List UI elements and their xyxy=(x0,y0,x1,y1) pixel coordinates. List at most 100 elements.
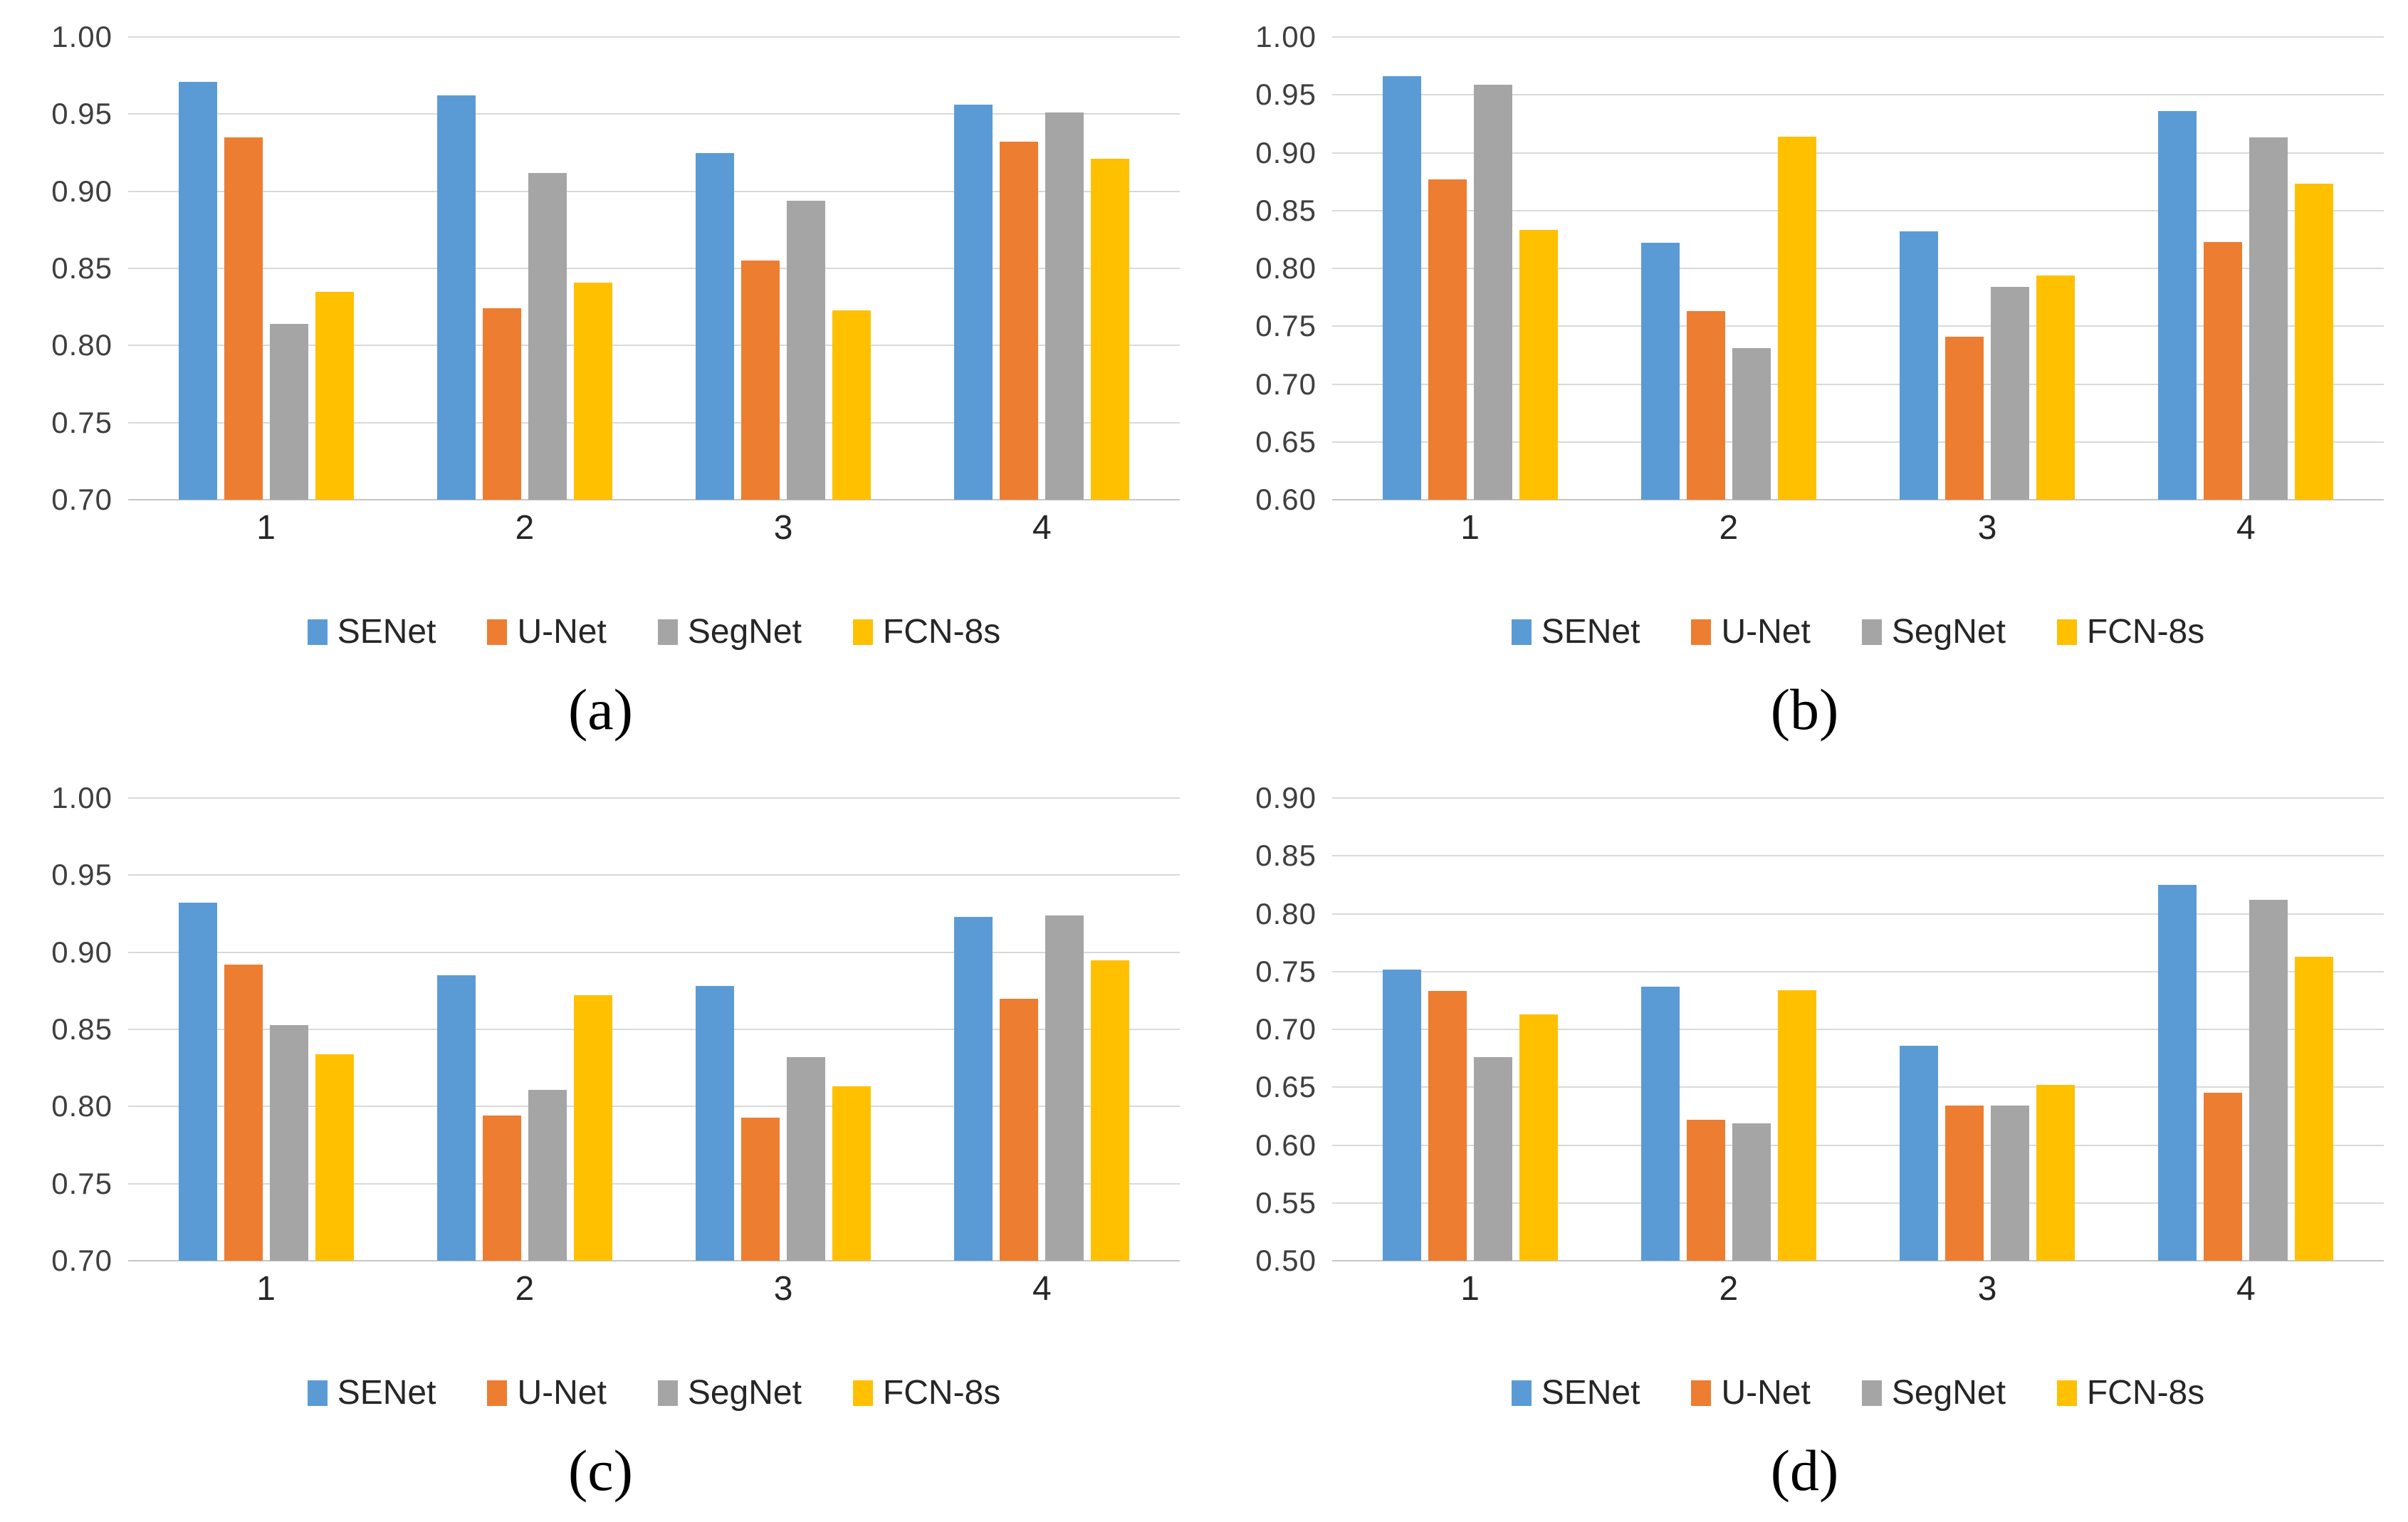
legend-item-senet: SENet xyxy=(307,615,436,649)
gridline xyxy=(128,345,1180,347)
bar-segnet xyxy=(269,1024,308,1261)
legend-label: FCN-8s xyxy=(882,613,1001,651)
bar-fcn-8s xyxy=(2036,1085,2075,1261)
bar-segnet xyxy=(1991,1106,2030,1261)
bar-fcn-8s xyxy=(832,1086,871,1261)
legend-swatch-icon xyxy=(2056,1380,2077,1407)
chart-caption: (d) xyxy=(1770,1437,1839,1503)
y-tick-label: 0.95 xyxy=(51,97,112,131)
bar-group-3 xyxy=(1900,37,2075,500)
y-tick-label: 0.95 xyxy=(51,858,112,892)
bar-segnet xyxy=(269,324,308,500)
legend-label: FCN-8s xyxy=(2086,613,2205,651)
gridline xyxy=(1332,94,2384,96)
gridline xyxy=(1332,268,2384,269)
bars xyxy=(128,37,1180,500)
bar-u-net xyxy=(741,1117,780,1261)
bar-senet xyxy=(178,81,217,500)
legend-swatch-icon xyxy=(307,1380,328,1407)
bar-senet xyxy=(1382,969,1421,1261)
legend-label: SENet xyxy=(1541,1374,1640,1412)
y-tick-label: 0.70 xyxy=(1255,1012,1316,1046)
legend-swatch-icon xyxy=(852,1380,873,1407)
x-axis-line xyxy=(1332,1260,2384,1261)
x-axis-line xyxy=(128,1260,1180,1261)
y-tick-label: 0.70 xyxy=(51,483,112,516)
x-axis-labels: 1 2 3 4 xyxy=(128,511,1180,565)
y-tick-label: 1.00 xyxy=(1255,20,1316,53)
bar-senet xyxy=(696,152,735,500)
gridline xyxy=(128,874,1180,876)
bar-senet xyxy=(178,903,217,1261)
bar-senet xyxy=(1382,76,1421,500)
bar-u-net xyxy=(1945,1106,1984,1261)
x-tick-label: 1 xyxy=(1460,509,1480,547)
bar-senet xyxy=(436,95,476,500)
x-tick-label: 3 xyxy=(1977,509,1997,547)
y-axis-labels: 1.00 0.95 0.90 0.85 0.80 0.75 0.70 xyxy=(21,783,128,1276)
chart-c: 1.00 0.95 0.90 0.85 0.80 0.75 0.70 1 2 3 4 SENet U… xyxy=(0,761,1204,1522)
bar-fcn-8s xyxy=(315,1054,354,1261)
legend: SENet U-Net SegNet FCN-8s xyxy=(1332,1367,2384,1420)
bar-fcn-8s xyxy=(1777,136,1816,500)
bar-u-net xyxy=(1428,179,1467,500)
bar-senet xyxy=(2158,111,2197,500)
gridline xyxy=(128,190,1180,192)
y-tick-label: 0.85 xyxy=(1255,839,1316,873)
bar-segnet xyxy=(528,172,567,500)
bar-segnet xyxy=(1045,112,1084,500)
bars xyxy=(128,798,1180,1261)
x-tick-label: 4 xyxy=(2236,1270,2256,1308)
bar-segnet xyxy=(1991,287,2030,500)
y-tick-label: 0.75 xyxy=(51,1166,112,1200)
legend-swatch-icon xyxy=(1511,619,1532,646)
x-tick-label: 3 xyxy=(773,1270,793,1308)
gridline xyxy=(128,1029,1180,1030)
bar-fcn-8s xyxy=(2036,275,2075,500)
gridline xyxy=(1332,325,2384,327)
bar-fcn-8s xyxy=(832,310,871,500)
x-tick-label: 2 xyxy=(515,1270,535,1308)
chart-d: 0.90 0.85 0.80 0.75 0.70 0.65 0.60 0.55 0.50 1 2 3… xyxy=(1204,761,2408,1522)
y-tick-label: 1.00 xyxy=(51,781,112,814)
gridline xyxy=(1332,913,2384,915)
gridline xyxy=(128,1182,1180,1185)
gridline xyxy=(1332,1029,2384,1030)
y-tick-label: 0.90 xyxy=(1255,135,1316,169)
x-tick-label: 3 xyxy=(1977,1270,1997,1308)
legend-item-fcn-8s: FCN-8s xyxy=(852,613,1001,651)
y-tick-label: 0.85 xyxy=(51,251,112,285)
bar-group-3 xyxy=(1900,798,2075,1261)
y-axis-labels: 1.00 0.95 0.90 0.85 0.80 0.75 0.70 0.65 0.60 xyxy=(1225,22,1332,515)
bar-fcn-8s xyxy=(1091,159,1130,500)
bar-u-net xyxy=(1428,991,1467,1261)
bar-u-net xyxy=(1686,311,1725,500)
bar-segnet xyxy=(1732,348,1771,500)
bar-senet xyxy=(1900,231,1939,500)
y-tick-label: 0.70 xyxy=(51,1244,112,1277)
x-tick-label: 4 xyxy=(1032,509,1052,547)
y-tick-label: 0.55 xyxy=(1255,1185,1316,1219)
y-tick-label: 0.80 xyxy=(1255,896,1316,930)
legend-item-fcn-8s: FCN-8s xyxy=(2056,613,2205,651)
legend-item-segnet: SegNet xyxy=(657,1376,802,1410)
legend-label: SegNet xyxy=(1891,1374,2006,1412)
x-tick-label: 4 xyxy=(2236,509,2256,547)
legend-item-segnet: SegNet xyxy=(657,613,802,651)
legend-item-u-net: U-Net xyxy=(1691,1376,1811,1410)
legend: SENet U-Net SegNet FCN-8s xyxy=(1332,606,2384,659)
legend-item-u-net: U-Net xyxy=(487,1376,607,1410)
gridline xyxy=(128,1106,1180,1108)
bar-u-net xyxy=(2204,241,2243,500)
y-tick-label: 0.75 xyxy=(1255,954,1316,988)
legend-label: SegNet xyxy=(1891,613,2006,651)
gridline xyxy=(1332,152,2384,154)
y-tick-label: 0.80 xyxy=(51,1089,112,1123)
legend-item-senet: SENet xyxy=(1511,615,1640,649)
x-tick-label: 4 xyxy=(1032,1270,1052,1308)
legend-swatch-icon xyxy=(657,1380,678,1407)
bar-group-1 xyxy=(1382,798,1558,1261)
legend-item-u-net: U-Net xyxy=(1691,615,1811,649)
bar-group-2 xyxy=(436,798,612,1261)
legend-label: SegNet xyxy=(687,613,802,651)
